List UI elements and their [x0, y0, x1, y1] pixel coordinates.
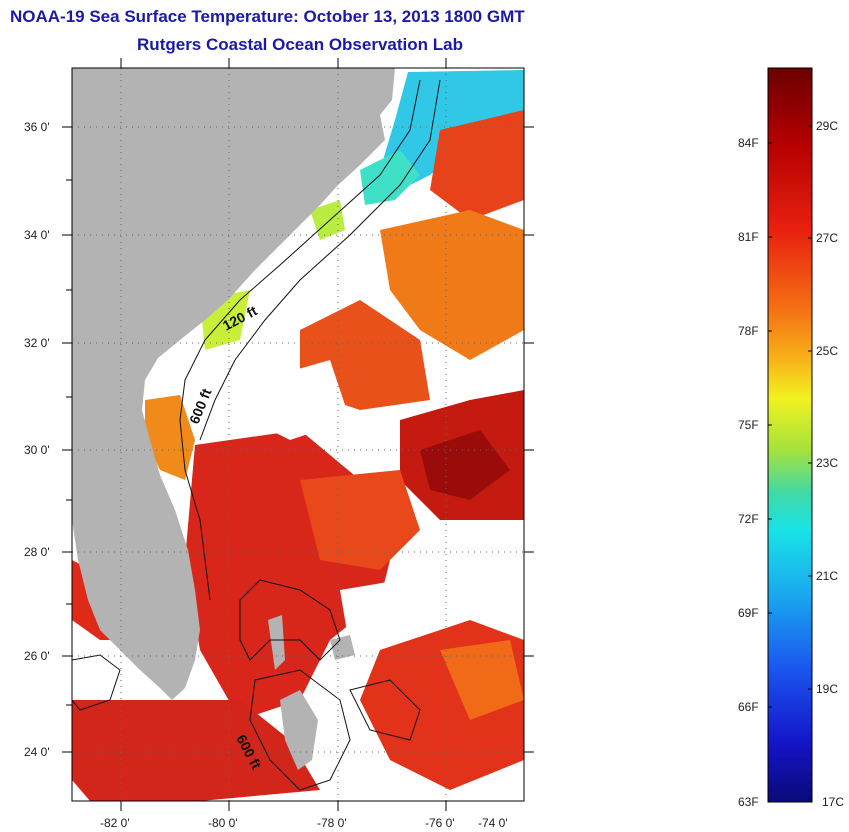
lon-tick-label: -74 0': [478, 816, 508, 830]
lat-tick-label: 24 0': [24, 745, 50, 759]
lon-tick-label: -82 0': [100, 816, 130, 830]
lon-tick-label: -78 0': [317, 816, 347, 830]
lon-tick-label: -76 0': [425, 816, 455, 830]
colorbar-f-label: 72F: [738, 512, 759, 526]
colorbar-f-label: 84F: [738, 136, 759, 150]
colorbar-c-label: 17C: [822, 795, 844, 809]
colorbar-c-label: 27C: [816, 231, 838, 245]
map-panel: 36 0' 34 0' 32 0' 30 0' 28 0' 26 0' 24 0…: [24, 58, 534, 830]
map-subtitle: Rutgers Coastal Ocean Observation Lab: [137, 35, 463, 54]
lat-tick-label: 26 0': [24, 649, 50, 663]
lat-tick-label: 28 0': [24, 545, 50, 559]
colorbar-f-label: 66F: [738, 700, 759, 714]
axis-ticks: [62, 58, 534, 811]
colorbar-f-label: 69F: [738, 606, 759, 620]
sst-field: [72, 70, 524, 801]
colorbar-c-label: 23C: [816, 456, 838, 470]
colorbar-f-label: 78F: [738, 324, 759, 338]
colorbar-scale: [767, 67, 813, 803]
colorbar-c-label: 25C: [816, 344, 838, 358]
land-mass: [72, 68, 395, 770]
lon-tick-label: -80 0': [208, 816, 238, 830]
colorbar: 84F 81F 78F 75F 72F 69F 66F 63F 29C 27C …: [738, 67, 844, 809]
map-title: NOAA-19 Sea Surface Temperature: October…: [10, 7, 525, 26]
colorbar-f-label: 81F: [738, 230, 759, 244]
colorbar-f-label: 63F: [738, 795, 759, 809]
bathymetry-contours: [72, 79, 441, 791]
lat-tick-label: 34 0': [24, 228, 50, 242]
graticule: [72, 68, 524, 801]
lat-tick-label: 32 0': [24, 336, 50, 350]
lat-tick-label: 36 0': [24, 120, 50, 134]
colorbar-c-label: 29C: [816, 119, 838, 133]
lat-tick-label: 30 0': [24, 443, 50, 457]
colorbar-c-label: 21C: [816, 569, 838, 583]
colorbar-c-label: 19C: [816, 682, 838, 696]
colorbar-f-label: 75F: [738, 418, 759, 432]
